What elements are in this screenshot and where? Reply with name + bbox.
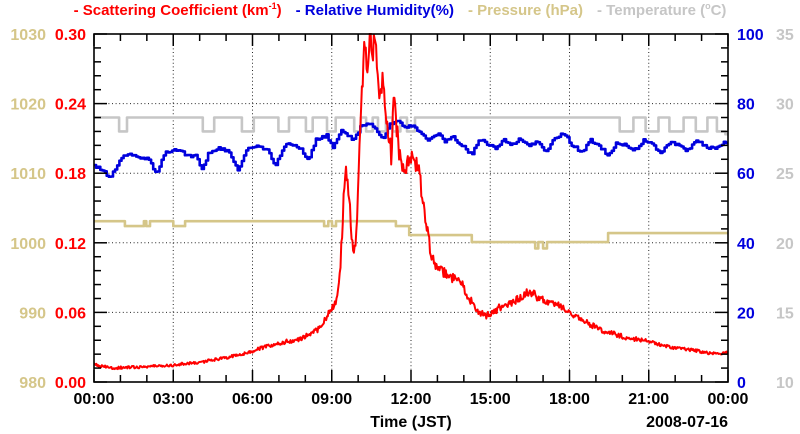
legend-item-humidity: - Relative Humidity(%) xyxy=(296,1,454,19)
humidity-tick-label: 80 xyxy=(737,97,755,114)
x-tick-label: 03:00 xyxy=(153,391,194,408)
humidity-tick-label: 100 xyxy=(737,27,764,44)
temperature-tick-label: 20 xyxy=(776,236,794,253)
x-tick-label: 06:00 xyxy=(232,391,273,408)
scattering-tick-label: 0.18 xyxy=(55,166,86,183)
axis-tick-labels: 10301020101010009909800.300.240.180.120.… xyxy=(10,27,793,408)
series-layer xyxy=(94,33,728,371)
scattering-tick-label: 0.12 xyxy=(55,236,86,253)
x-tick-label: 12:00 xyxy=(391,391,432,408)
series-relative_humidity-line xyxy=(94,119,728,178)
legend-label-scattering: - Scattering Coefficient (km xyxy=(73,2,269,19)
pressure-tick-label: 1010 xyxy=(10,166,46,183)
pressure-tick-label: 1020 xyxy=(10,97,46,114)
legend-sup-scattering: -1 xyxy=(268,1,277,11)
humidity-tick-label: 40 xyxy=(737,236,755,253)
legend-item-pressure: - Pressure (hPa) xyxy=(468,1,583,19)
axis-ticks xyxy=(93,33,729,383)
gridlines xyxy=(94,34,728,382)
date-label: 2008-07-16 xyxy=(646,414,728,431)
scattering-tick-label: 0.24 xyxy=(55,97,86,114)
x-tick-label: 18:00 xyxy=(549,391,590,408)
legend-post-temperature: C) xyxy=(710,2,727,19)
temperature-tick-label: 10 xyxy=(776,375,794,392)
x-tick-label: 09:00 xyxy=(311,391,352,408)
series-scattering_coefficient-line xyxy=(94,33,728,371)
temperature-tick-label: 35 xyxy=(776,27,794,44)
humidity-tick-label: 20 xyxy=(737,305,755,322)
legend-label-humidity: - Relative Humidity(%) xyxy=(295,2,454,19)
x-tick-label: 15:00 xyxy=(470,391,511,408)
temperature-tick-label: 15 xyxy=(776,305,794,322)
temperature-tick-label: 25 xyxy=(776,166,794,183)
x-tick-label: 00:00 xyxy=(74,391,115,408)
x-tick-label: 00:00 xyxy=(708,391,749,408)
legend-label-temperature: - Temperature ( xyxy=(597,2,706,19)
legend-item-scattering: - Scattering Coefficient (km-1) xyxy=(74,1,282,19)
series-temperature-line xyxy=(94,116,728,136)
legend-post-scattering: ) xyxy=(276,2,282,19)
x-axis-title: Time (JST) xyxy=(370,414,452,431)
legend: - Scattering Coefficient (km-1) - Relativ… xyxy=(0,1,800,19)
scattering-tick-label: 0.30 xyxy=(55,27,86,44)
pressure-tick-label: 980 xyxy=(19,375,46,392)
series-pressure-line xyxy=(94,219,728,250)
humidity-tick-label: 0 xyxy=(737,375,746,392)
humidity-tick-label: 60 xyxy=(737,166,755,183)
legend-label-pressure: - Pressure (hPa) xyxy=(467,2,584,19)
x-tick-label: 21:00 xyxy=(628,391,669,408)
pressure-tick-label: 1000 xyxy=(10,236,46,253)
pressure-tick-label: 1030 xyxy=(10,27,46,44)
temperature-tick-label: 30 xyxy=(776,97,794,114)
scattering-tick-label: 0.06 xyxy=(55,305,86,322)
scattering-tick-label: 0.00 xyxy=(55,375,86,392)
pressure-tick-label: 990 xyxy=(19,305,46,322)
legend-item-temperature: - Temperature (oC) xyxy=(597,1,726,19)
legend-sup-temperature: o xyxy=(705,1,711,11)
